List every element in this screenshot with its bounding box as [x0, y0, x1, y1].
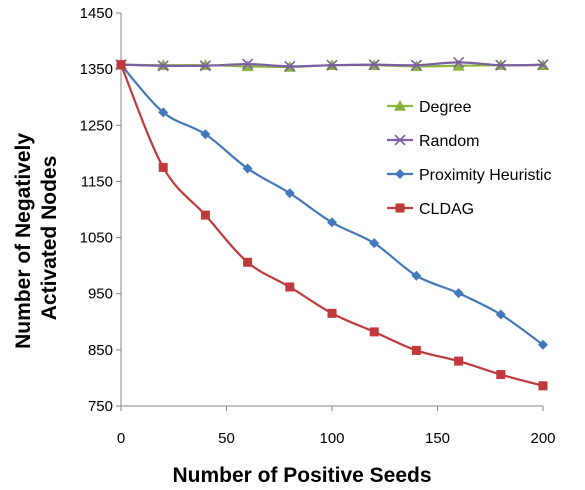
data-point-proximity-heuristic — [327, 217, 337, 228]
data-point-random — [410, 59, 422, 71]
data-point-cldag — [158, 162, 168, 172]
legend-label: Proximity Heuristic — [419, 167, 551, 184]
axes: 750 850 950 1050 1150 1250 1350 1450 0 50 100 150 20… — [80, 5, 556, 447]
y-tick-label: 750 — [88, 398, 113, 415]
data-point-cldag — [538, 381, 548, 391]
data-point-cldag — [411, 345, 421, 355]
legend-label: Degree — [419, 99, 472, 116]
data-point-cldag — [116, 60, 126, 70]
data-point-random-stroke — [368, 59, 380, 71]
data-point-random-stroke — [495, 59, 507, 71]
data-point-random — [495, 59, 507, 71]
data-point-random-stroke — [284, 60, 296, 72]
legend-swatch-marker — [394, 100, 406, 111]
y-tick-label: 1250 — [80, 117, 113, 134]
y-tick-label: 1450 — [80, 5, 113, 22]
legend-item-cldag: CLDAG — [387, 201, 474, 218]
series-cldag — [116, 60, 548, 391]
y-axis-title-line-2: Activated Nodes — [38, 156, 61, 321]
data-point-proximity-heuristic — [284, 188, 295, 199]
data-point-degree — [452, 59, 465, 71]
x-tick-label: 100 — [319, 430, 344, 447]
data-point-random — [537, 59, 549, 71]
y-tick-label: 1150 — [81, 173, 113, 190]
x-tick-label: 150 — [425, 430, 450, 447]
data-point-random-stroke — [453, 56, 465, 68]
y-tick-label: 850 — [88, 342, 113, 359]
data-point-cldag — [496, 370, 506, 380]
legend-label: CLDAG — [419, 201, 474, 218]
data-point-random — [199, 60, 211, 72]
x-tick-label: 0 — [117, 430, 125, 447]
legend-item-degree: Degree — [387, 99, 472, 116]
data-point-random-stroke — [537, 59, 549, 71]
data-point-cldag — [369, 327, 379, 337]
data-point-random — [242, 58, 254, 70]
legend-swatch-marker — [395, 169, 405, 179]
data-point-random — [284, 60, 296, 72]
y-axis-title: Number of Negatively Activated Nodes — [12, 127, 61, 349]
x-axis-title: Number of Positive Seeds — [172, 464, 431, 487]
y-tick-label: 950 — [88, 286, 113, 303]
data-point-random-stroke — [326, 59, 338, 71]
legend-swatch-marker-stroke — [394, 134, 406, 146]
data-point-random-stroke — [157, 60, 169, 72]
data-point-proximity-heuristic — [538, 339, 548, 350]
legend-item-random: Random — [387, 133, 479, 150]
y-axis-title-line-1: Number of Negatively — [12, 133, 35, 349]
series-proximity-heuristic — [116, 59, 548, 350]
series-line-proximity-heuristic — [120, 63, 544, 346]
x-tick-label: 50 — [218, 430, 235, 447]
data-point-cldag — [200, 210, 210, 220]
legend: Degree Random Proximity Heuristic CLDAG — [387, 99, 551, 218]
legend-item-proximity-heuristic: Proximity Heuristic — [387, 167, 551, 184]
data-point-proximity-heuristic — [411, 270, 422, 281]
data-point-random — [326, 59, 338, 71]
data-point-random — [453, 56, 465, 68]
x-tick-label: 200 — [530, 430, 555, 447]
legend-swatch-marker — [395, 203, 405, 213]
data-point-random-stroke — [242, 58, 254, 70]
data-point-proximity-heuristic — [369, 238, 380, 249]
y-tick-label: 1050 — [80, 230, 113, 247]
series-layer — [115, 56, 549, 391]
data-point-degree — [241, 60, 254, 72]
data-point-random-stroke — [410, 59, 422, 71]
series-line-cldag — [119, 64, 544, 387]
data-point-cldag — [285, 282, 295, 292]
data-point-proximity-heuristic — [200, 129, 211, 140]
data-point-random-stroke — [199, 60, 211, 72]
legend-label: Random — [419, 133, 479, 150]
data-point-random — [368, 59, 380, 71]
legend-swatch-marker — [394, 134, 406, 146]
data-point-cldag — [243, 257, 253, 267]
data-point-proximity-heuristic — [242, 163, 253, 174]
data-point-cldag — [327, 308, 337, 318]
data-point-proximity-heuristic — [495, 309, 506, 320]
data-point-random — [157, 60, 169, 72]
data-point-degree — [199, 59, 212, 71]
data-point-proximity-heuristic — [453, 288, 464, 299]
data-point-cldag — [454, 356, 464, 366]
y-tick-label: 1350 — [80, 61, 113, 78]
data-point-proximity-heuristic — [158, 107, 169, 118]
data-point-degree — [157, 59, 170, 71]
